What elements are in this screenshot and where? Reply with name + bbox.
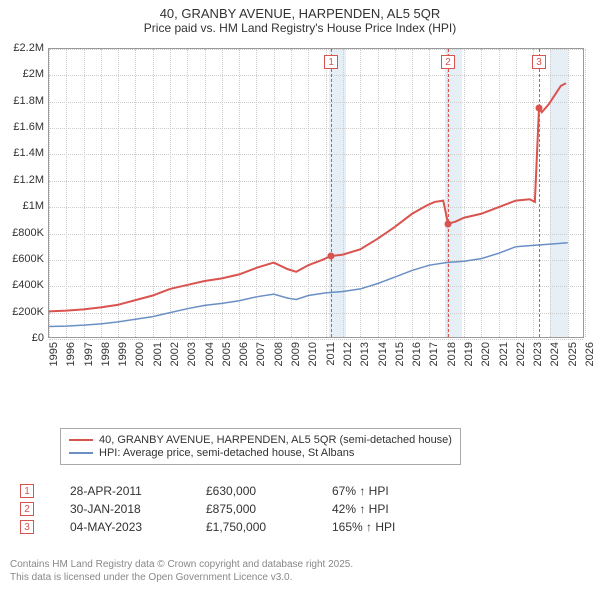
x-tick-label: 2024 bbox=[549, 342, 561, 366]
marker-box: 1 bbox=[324, 55, 338, 69]
y-tick-label: £2.2M bbox=[13, 42, 44, 54]
row-marker: 3 bbox=[20, 520, 34, 534]
legend-row: HPI: Average price, semi-detached house,… bbox=[69, 447, 452, 459]
x-tick-label: 2023 bbox=[532, 342, 544, 366]
row-price: £875,000 bbox=[206, 502, 296, 516]
legend-label: HPI: Average price, semi-detached house,… bbox=[99, 447, 354, 459]
y-tick-label: £1M bbox=[23, 200, 44, 212]
x-tick-label: 2018 bbox=[446, 342, 458, 366]
marker-dot bbox=[445, 220, 452, 227]
x-tick-label: 2009 bbox=[290, 342, 302, 366]
marker-box: 3 bbox=[532, 55, 546, 69]
footnote-line1: Contains HM Land Registry data © Crown c… bbox=[10, 558, 353, 571]
chart-area: £0£200K£400K£600K£800K£1M£1.2M£1.4M£1.6M… bbox=[48, 48, 584, 368]
x-axis: 1995 1996 1997 1998 1999 2000 2001 2002 2003 2004… bbox=[48, 338, 584, 398]
marker-line bbox=[331, 49, 332, 337]
row-hpi: 42% ↑ HPI bbox=[332, 502, 432, 516]
x-tick-label: 2013 bbox=[359, 342, 371, 366]
title-line1: 40, GRANBY AVENUE, HARPENDEN, AL5 5QR bbox=[0, 6, 600, 21]
footnote: Contains HM Land Registry data © Crown c… bbox=[10, 558, 353, 584]
marker-dot bbox=[328, 252, 335, 259]
y-tick-label: £2M bbox=[23, 68, 44, 80]
table-row: 3 04-MAY-2023 £1,750,000 165% ↑ HPI bbox=[20, 520, 432, 534]
marker-line bbox=[539, 49, 540, 337]
x-tick-label: 2007 bbox=[255, 342, 267, 366]
x-tick-label: 2011 bbox=[325, 342, 337, 366]
legend-box: 40, GRANBY AVENUE, HARPENDEN, AL5 5QR (s… bbox=[60, 428, 461, 465]
plot-area: 1 2 3 bbox=[48, 48, 584, 338]
x-tick-label: 2021 bbox=[498, 342, 510, 366]
x-tick-label: 2008 bbox=[273, 342, 285, 366]
line-series-svg bbox=[49, 49, 585, 339]
series-hpi_avg bbox=[49, 243, 568, 327]
x-tick-label: 2003 bbox=[186, 342, 198, 366]
table-row: 2 30-JAN-2018 £875,000 42% ↑ HPI bbox=[20, 502, 432, 516]
x-tick-label: 1997 bbox=[83, 342, 95, 366]
row-hpi: 165% ↑ HPI bbox=[332, 520, 432, 534]
grid-line-v bbox=[585, 49, 586, 337]
y-tick-label: £1.6M bbox=[13, 121, 44, 133]
chart-title-block: 40, GRANBY AVENUE, HARPENDEN, AL5 5QR Pr… bbox=[0, 0, 600, 37]
table-row: 1 28-APR-2011 £630,000 67% ↑ HPI bbox=[20, 484, 432, 498]
row-marker: 2 bbox=[20, 502, 34, 516]
legend-swatch bbox=[69, 452, 93, 454]
row-date: 30-JAN-2018 bbox=[70, 502, 170, 516]
legend: 40, GRANBY AVENUE, HARPENDEN, AL5 5QR (s… bbox=[60, 428, 580, 465]
row-price: £1,750,000 bbox=[206, 520, 296, 534]
x-tick-label: 2020 bbox=[480, 342, 492, 366]
x-tick-label: 2016 bbox=[411, 342, 423, 366]
marker-box: 2 bbox=[441, 55, 455, 69]
x-tick-label: 2005 bbox=[221, 342, 233, 366]
x-tick-label: 1996 bbox=[65, 342, 77, 366]
footnote-line2: This data is licensed under the Open Gov… bbox=[10, 571, 353, 584]
y-tick-label: £1.4M bbox=[13, 147, 44, 159]
x-tick-label: 2012 bbox=[342, 342, 354, 366]
marker-dot bbox=[536, 105, 543, 112]
row-hpi: 67% ↑ HPI bbox=[332, 484, 432, 498]
y-tick-label: £200K bbox=[12, 306, 44, 318]
x-tick-label: 2010 bbox=[307, 342, 319, 366]
row-date: 28-APR-2011 bbox=[70, 484, 170, 498]
y-tick-label: £0 bbox=[32, 332, 44, 344]
y-axis: £0£200K£400K£600K£800K£1M£1.2M£1.4M£1.6M… bbox=[0, 48, 48, 338]
x-tick-label: 2004 bbox=[204, 342, 216, 366]
x-tick-label: 1998 bbox=[100, 342, 112, 366]
y-tick-label: £800K bbox=[12, 227, 44, 239]
y-tick-label: £1.2M bbox=[13, 174, 44, 186]
y-tick-label: £400K bbox=[12, 279, 44, 291]
legend-row: 40, GRANBY AVENUE, HARPENDEN, AL5 5QR (s… bbox=[69, 434, 452, 446]
y-tick-label: £1.8M bbox=[13, 95, 44, 107]
x-tick-label: 1995 bbox=[48, 342, 60, 366]
row-marker: 1 bbox=[20, 484, 34, 498]
row-price: £630,000 bbox=[206, 484, 296, 498]
x-tick-label: 2015 bbox=[394, 342, 406, 366]
x-tick-label: 2022 bbox=[515, 342, 527, 366]
series-property_price bbox=[49, 83, 566, 311]
x-tick-label: 1999 bbox=[117, 342, 129, 366]
row-date: 04-MAY-2023 bbox=[70, 520, 170, 534]
x-tick-label: 2026 bbox=[584, 342, 596, 366]
legend-label: 40, GRANBY AVENUE, HARPENDEN, AL5 5QR (s… bbox=[99, 434, 452, 446]
title-line2: Price paid vs. HM Land Registry's House … bbox=[0, 21, 600, 35]
x-tick-label: 2001 bbox=[152, 342, 164, 366]
x-tick-label: 2019 bbox=[463, 342, 475, 366]
x-tick-label: 2000 bbox=[134, 342, 146, 366]
y-tick-label: £600K bbox=[12, 253, 44, 265]
x-tick-label: 2025 bbox=[567, 342, 579, 366]
legend-swatch bbox=[69, 439, 93, 441]
x-tick-label: 2014 bbox=[377, 342, 389, 366]
x-tick-label: 2017 bbox=[428, 342, 440, 366]
x-tick-label: 2006 bbox=[238, 342, 250, 366]
x-tick-label: 2002 bbox=[169, 342, 181, 366]
sales-data-table: 1 28-APR-2011 £630,000 67% ↑ HPI 2 30-JAN-201… bbox=[20, 480, 432, 538]
marker-line bbox=[448, 49, 449, 337]
